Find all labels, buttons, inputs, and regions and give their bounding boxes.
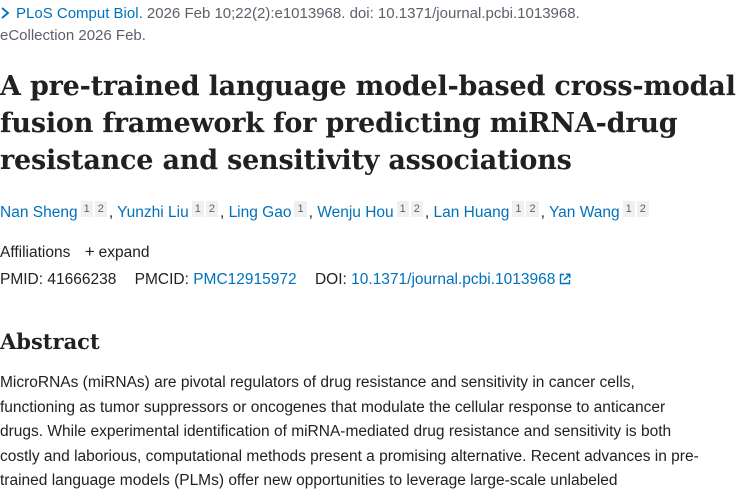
author-separator: ,: [308, 204, 313, 221]
pmid-label: PMID:: [0, 271, 44, 288]
author-separator: ,: [219, 204, 225, 221]
abstract-line: MicroRNAs (miRNAs) are pivotal regulator…: [0, 374, 635, 391]
pmid-value: 41666238: [47, 271, 117, 288]
expand-label: expand: [98, 244, 150, 261]
author-link[interactable]: Nan Sheng: [0, 204, 78, 221]
title-line: fusion framework for predicting miRNA-dr…: [0, 108, 678, 139]
author-link[interactable]: Yan Wang: [548, 204, 620, 221]
affiliation-ref[interactable]: 1: [294, 201, 307, 217]
identifiers-row: PMID: 41666238 PMCID: PMC12915972 DOI: 1…: [0, 269, 571, 291]
expand-affiliations-button[interactable]: + expand: [84, 242, 150, 261]
abstract-line: costly and laborious, computational meth…: [0, 447, 699, 465]
affiliation-ref[interactable]: 1: [512, 201, 525, 217]
doi-value: 10.1371/journal.pcbi.1013968: [351, 271, 556, 288]
title-line: A pre-trained language model-based cross…: [0, 71, 736, 102]
ecollection: eCollection 2026 Feb.: [0, 27, 146, 44]
affiliation-ref[interactable]: 2: [205, 201, 218, 217]
chevron-right-icon[interactable]: [0, 7, 10, 19]
pmcid-link[interactable]: PMC12915972: [193, 271, 297, 288]
plus-icon: +: [84, 242, 95, 261]
author-link[interactable]: Wenju Hou: [317, 204, 394, 221]
doi-link[interactable]: 10.1371/journal.pcbi.1013968: [351, 271, 571, 288]
author-list: Nan Sheng 1 2, Yunzhi Liu 1 2, Ling Gao 1, We…: [0, 201, 745, 225]
pmcid-label: PMCID:: [134, 271, 189, 288]
affiliation-ref[interactable]: 2: [526, 201, 539, 217]
abstract-line: functioning as tumor suppressors or onco…: [0, 398, 666, 416]
author-link[interactable]: Lan Huang: [433, 204, 510, 221]
affiliation-ref[interactable]: 1: [191, 201, 204, 217]
author-separator: ,: [108, 204, 114, 221]
doi-label: DOI:: [314, 271, 347, 288]
author-link[interactable]: Yunzhi Liu: [117, 204, 189, 221]
affiliations-label: Affiliations: [0, 244, 71, 261]
affiliation-ref[interactable]: 2: [636, 201, 649, 217]
article-title: A pre-trained language model-based cross…: [0, 68, 745, 179]
title-line: resistance and sensitivity associations: [0, 145, 572, 176]
author-separator: ,: [540, 204, 545, 221]
affiliation-ref[interactable]: 2: [94, 201, 107, 217]
abstract-line: trained language models (PLMs) offer new…: [0, 472, 618, 489]
journal-link[interactable]: PLoS Comput Biol.: [16, 5, 143, 22]
author-separator: ,: [424, 204, 430, 221]
abstract-heading: Abstract: [0, 329, 100, 354]
citation-details: 2026 Feb 10;22(2):e1013968. doi: 10.1371…: [142, 5, 580, 22]
author-link[interactable]: Ling Gao: [228, 204, 292, 221]
affiliation-ref[interactable]: 2: [410, 201, 423, 217]
affiliations-row: Affiliations + expand: [0, 241, 149, 264]
affiliation-refs: 1: [294, 201, 308, 217]
abstract-line: drugs. While experimental identification…: [0, 423, 672, 440]
external-link-icon: [560, 273, 571, 285]
affiliation-ref[interactable]: 1: [80, 201, 93, 217]
affiliation-ref[interactable]: 1: [396, 201, 409, 217]
citation: PLoS Comput Biol. 2026 Feb 10;22(2):e101…: [0, 3, 745, 47]
affiliation-ref[interactable]: 1: [622, 201, 635, 217]
abstract-text: MicroRNAs (miRNAs) are pivotal regulator…: [0, 371, 750, 494]
